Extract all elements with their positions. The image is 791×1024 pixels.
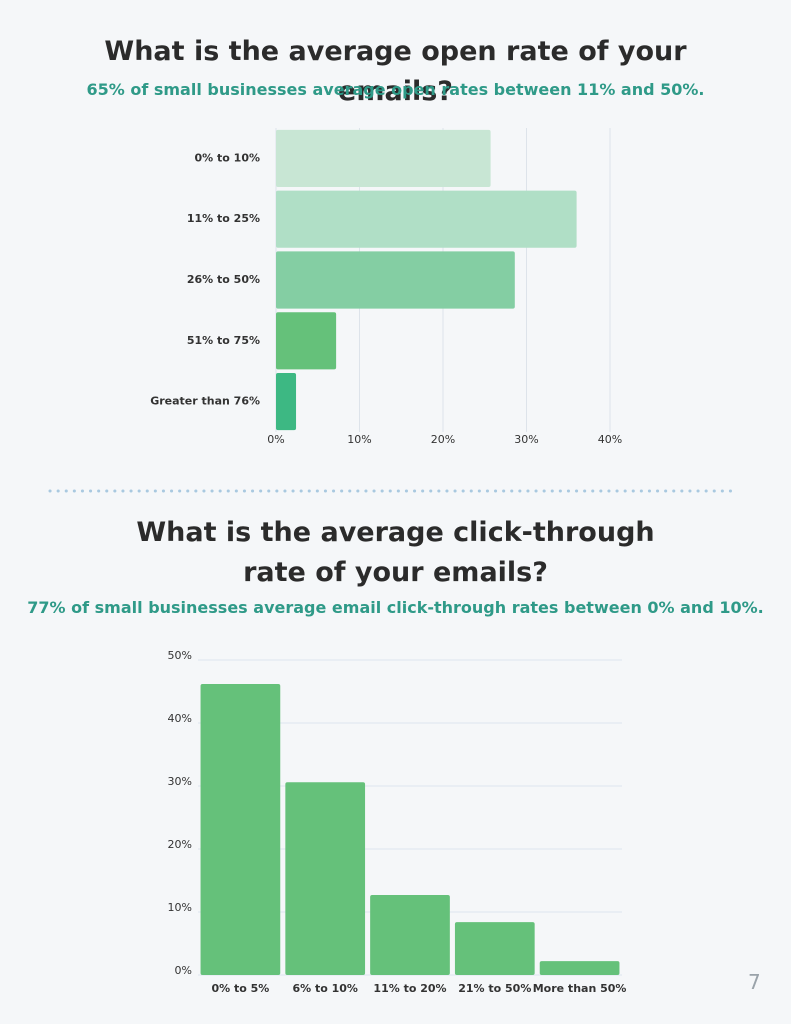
bar (276, 129, 491, 187)
y-tick-label: 40% (168, 712, 192, 725)
y-tick-label: 26% to 50% (187, 273, 260, 286)
chart-subtitle: 77% of small businesses average email cl… (27, 598, 764, 617)
x-tick-label: 20% (431, 433, 455, 446)
chart-title: What is the average open rate of your em… (104, 36, 687, 107)
x-tick-label: 30% (514, 433, 538, 446)
chart-subtitle: 65% of small businesses average open rat… (86, 80, 705, 99)
x-tick-label: More than 50% (533, 982, 627, 995)
page-number: 7 (748, 970, 761, 994)
y-tick-label: 0% (175, 964, 192, 977)
bar (370, 894, 450, 975)
y-tick-label: Greater than 76% (150, 395, 260, 408)
y-tick-label: 51% to 75% (187, 334, 260, 347)
x-tick-label: 10% (347, 433, 371, 446)
x-tick-label: 0% (267, 433, 284, 446)
x-tick-label: 11% to 20% (373, 982, 446, 995)
y-tick-label: 10% (168, 901, 192, 914)
bar (276, 251, 515, 309)
x-tick-label: 0% to 5% (211, 982, 269, 995)
bar (276, 312, 337, 370)
y-tick-label: 11% to 25% (187, 212, 260, 225)
y-tick-label: 30% (168, 775, 192, 788)
chart-title: What is the average click-through rate o… (136, 517, 655, 588)
bar (276, 373, 297, 431)
bar (454, 922, 535, 975)
bar (285, 782, 366, 975)
bar (200, 683, 281, 975)
bar (539, 961, 620, 975)
bar (276, 190, 577, 248)
y-tick-label: 20% (168, 838, 192, 851)
y-tick-label: 0% to 10% (195, 151, 260, 164)
x-tick-label: 40% (598, 433, 622, 446)
x-tick-label: 6% to 10% (292, 982, 357, 995)
y-tick-label: 50% (168, 649, 192, 662)
x-tick-label: 21% to 50% (458, 982, 531, 995)
